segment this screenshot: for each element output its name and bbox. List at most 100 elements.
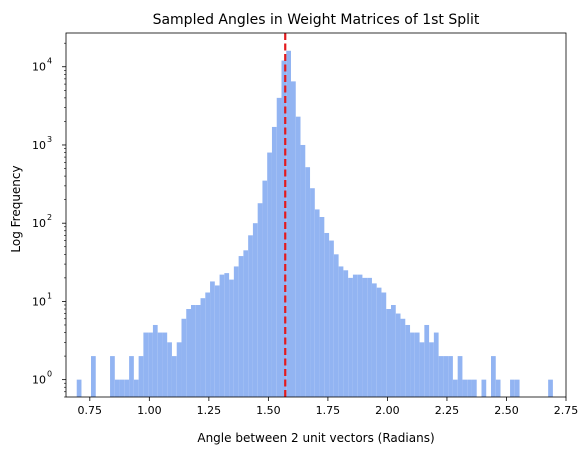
histogram-bar-54 bbox=[357, 274, 363, 397]
histogram-bar-13 bbox=[162, 332, 168, 397]
y-tick-exponent-1: 1 bbox=[47, 291, 52, 300]
histogram-bar-43 bbox=[305, 167, 311, 397]
y-tick-label-3: 10 bbox=[32, 139, 46, 152]
histogram-bar-32 bbox=[252, 223, 258, 397]
histogram-bar-34 bbox=[262, 180, 268, 397]
chart-title: Sampled Angles in Weight Matrices of 1st… bbox=[153, 12, 480, 28]
histogram-bar-59 bbox=[381, 292, 387, 397]
x-tick-label-1: 1.00 bbox=[137, 404, 162, 417]
histogram-bar-45 bbox=[314, 209, 320, 397]
histogram-bar-63 bbox=[400, 318, 406, 397]
x-tick-label-2: 1.25 bbox=[197, 404, 222, 417]
histogram-bar-56 bbox=[367, 277, 372, 397]
histogram-bar-24 bbox=[214, 285, 220, 397]
histogram-bar-64 bbox=[405, 324, 411, 397]
y-tick-label-1: 10 bbox=[32, 295, 46, 308]
histogram-bar-20 bbox=[195, 305, 201, 397]
histogram-bar-25 bbox=[219, 274, 225, 397]
axes-frame bbox=[65, 32, 567, 398]
histogram-bar-16 bbox=[176, 342, 182, 397]
histogram-bar-60 bbox=[386, 309, 391, 397]
histogram-bar-21 bbox=[200, 298, 206, 397]
histogram-bar-9 bbox=[143, 332, 149, 397]
histogram-bar-73 bbox=[448, 356, 453, 397]
histogram-bar-29 bbox=[238, 256, 244, 397]
x-tick-label-4: 1.75 bbox=[316, 404, 341, 417]
y-tick-exponent-2: 2 bbox=[47, 213, 52, 222]
histogram-bar-75 bbox=[457, 356, 463, 397]
y-tick-label-2: 10 bbox=[32, 217, 46, 230]
histogram-bar-8 bbox=[138, 356, 144, 397]
histogram-bar-31 bbox=[248, 235, 253, 397]
histogram-bar-48 bbox=[329, 240, 334, 397]
histogram-bar-83 bbox=[514, 379, 520, 397]
x-tick-label-7: 2.50 bbox=[494, 404, 519, 417]
histogram-bar-78 bbox=[471, 379, 477, 397]
histogram-bar-11 bbox=[152, 324, 158, 397]
y-tick-label-0: 10 bbox=[32, 374, 46, 387]
histogram-bar-61 bbox=[391, 305, 396, 397]
histogram-bar-68 bbox=[424, 324, 430, 397]
histogram-bar-46 bbox=[319, 217, 325, 397]
histogram-bar-70 bbox=[433, 332, 439, 397]
histogram-bar-65 bbox=[410, 332, 415, 397]
histogram-bar-44 bbox=[310, 188, 315, 397]
histogram-bar-30 bbox=[243, 250, 249, 397]
histogram-bar-17 bbox=[181, 318, 187, 397]
histogram-bar-0 bbox=[76, 379, 82, 397]
histogram-bar-77 bbox=[467, 379, 472, 397]
y-axis-label: Log Frequency bbox=[9, 165, 23, 252]
histogram-bar-1 bbox=[91, 356, 96, 397]
histogram-bar-36 bbox=[271, 126, 277, 397]
histogram-bar-49 bbox=[333, 254, 339, 397]
histogram-bar-37 bbox=[276, 97, 282, 398]
x-tick-label-8: 2.75 bbox=[554, 404, 578, 417]
histogram-bar-47 bbox=[324, 232, 330, 397]
histogram-bar-57 bbox=[371, 283, 377, 397]
histogram-bar-74 bbox=[452, 379, 458, 397]
histogram-bar-6 bbox=[129, 356, 134, 397]
histogram-bar-84 bbox=[548, 379, 553, 397]
histogram-bar-12 bbox=[157, 332, 163, 397]
histogram-bar-10 bbox=[148, 332, 153, 397]
y-tick-exponent-3: 3 bbox=[47, 135, 52, 144]
x-tick-label-3: 1.50 bbox=[256, 404, 281, 417]
histogram-bar-55 bbox=[362, 277, 368, 397]
histogram-bar-38 bbox=[281, 60, 287, 398]
histogram-bar-5 bbox=[124, 379, 130, 397]
histogram-bar-79 bbox=[481, 379, 487, 397]
histogram-bar-19 bbox=[191, 305, 196, 397]
histogram-bar-62 bbox=[395, 313, 401, 397]
x-tick-label-5: 2.00 bbox=[375, 404, 400, 417]
x-axis-ticks: 0.75 1.00 1.25 1.50 1.75 2.00 2.25 2.50 2.75 bbox=[78, 397, 578, 417]
histogram-bar-27 bbox=[229, 279, 234, 397]
histogram-bar-39 bbox=[286, 50, 291, 397]
histogram-bar-2 bbox=[110, 356, 115, 397]
histogram-bar-66 bbox=[414, 332, 420, 397]
histogram-bar-28 bbox=[233, 266, 239, 397]
histogram-bar-23 bbox=[210, 281, 215, 397]
x-axis-label: Angle between 2 unit vectors (Radians) bbox=[197, 431, 434, 445]
histogram-bar-52 bbox=[348, 277, 353, 397]
histogram-bar-53 bbox=[352, 274, 358, 397]
histogram-bar-80 bbox=[491, 356, 496, 397]
histogram-bar-3 bbox=[114, 379, 120, 397]
histogram-bar-76 bbox=[462, 379, 468, 397]
histogram-bar-72 bbox=[443, 356, 449, 397]
histogram-bar-41 bbox=[295, 116, 301, 398]
x-tick-label-0: 0.75 bbox=[78, 404, 103, 417]
histogram-bar-18 bbox=[186, 309, 191, 397]
histogram-bar-82 bbox=[510, 379, 515, 397]
y-tick-label-4: 10 bbox=[32, 61, 46, 74]
histogram-bar-81 bbox=[495, 379, 501, 397]
histogram-bar-35 bbox=[267, 152, 272, 397]
histogram-bar-58 bbox=[376, 287, 382, 397]
histogram-bar-69 bbox=[429, 342, 434, 397]
y-tick-exponent-0: 0 bbox=[47, 370, 52, 379]
histogram-bar-33 bbox=[257, 203, 263, 397]
histogram-bar-15 bbox=[171, 356, 177, 397]
y-tick-exponent-4: 4 bbox=[47, 57, 52, 66]
histogram-bar-26 bbox=[224, 273, 230, 397]
